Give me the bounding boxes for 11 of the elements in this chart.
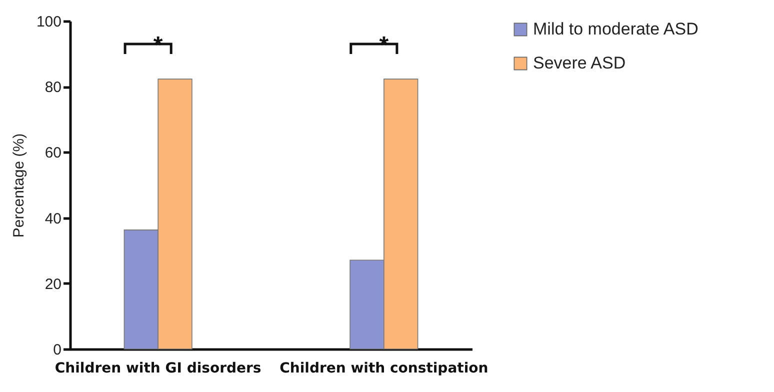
y-tick-label: 80 xyxy=(44,79,62,96)
x-tick-label: Children with GI disorders xyxy=(54,360,262,376)
y-tick-label: 20 xyxy=(44,276,62,293)
y-tick-label: 100 xyxy=(36,14,62,30)
y-tick-label: 60 xyxy=(44,144,62,162)
x-tick-label: Children with constipation xyxy=(280,360,488,376)
legend-label: Mild to moderate ASD xyxy=(533,20,698,38)
legend-label: Severe ASD xyxy=(533,54,626,72)
y-tick-label: 40 xyxy=(44,210,62,228)
y-tick-label: 0 xyxy=(53,342,62,358)
y-axis-title: Percentage (%) xyxy=(10,133,28,238)
